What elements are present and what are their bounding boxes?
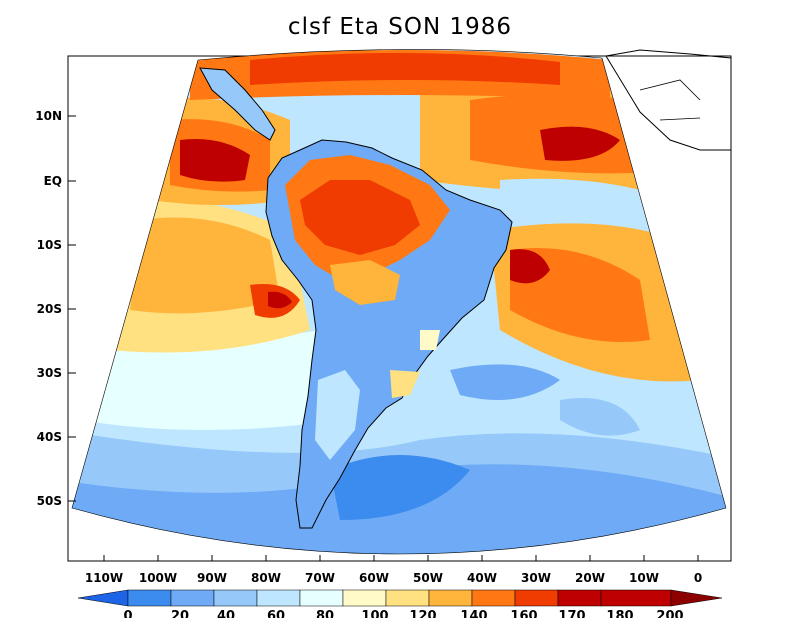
x-tick-label: 90W <box>197 571 227 585</box>
x-axis: 110W 100W 90W 80W 70W 60W 50W 40W 30W 20… <box>85 555 702 585</box>
colorbar-label: 160 <box>510 609 537 618</box>
colorbar-label: 60 <box>267 609 285 618</box>
x-tick-label: 80W <box>251 571 281 585</box>
x-tick-label: 110W <box>85 571 123 585</box>
colorbar-swatch <box>170 589 215 607</box>
colorbar-label: 100 <box>361 609 388 618</box>
colorbar-label: 20 <box>171 609 189 618</box>
x-tick-label: 60W <box>359 571 389 585</box>
colorbar-label: 40 <box>217 609 235 618</box>
colorbar-swatch <box>385 589 430 607</box>
colorbar-arrow-left <box>77 589 129 607</box>
y-tick-label: 50S <box>37 494 62 508</box>
x-tick-label: 10W <box>629 571 659 585</box>
colorbar-label: 180 <box>606 609 633 618</box>
colorbar-swatch <box>471 589 516 607</box>
colorbar-swatch <box>299 589 344 607</box>
x-tick-label: 30W <box>521 571 551 585</box>
colorbar-label: 200 <box>656 609 683 618</box>
x-tick-label: 20W <box>575 571 605 585</box>
y-tick-label: EQ <box>44 174 62 188</box>
colorbar-label: 140 <box>460 609 487 618</box>
map-title: clsf Eta SON 1986 <box>287 14 513 40</box>
x-tick-label: 40W <box>467 571 497 585</box>
x-tick-label: 100W <box>139 571 177 585</box>
x-tick-label: 70W <box>305 571 335 585</box>
colorbar-swatch <box>514 589 559 607</box>
colorbar-label: 120 <box>409 609 436 618</box>
colorbar-swatch <box>213 589 258 607</box>
colorbar-swatch <box>127 589 172 607</box>
colorbar-swatch <box>600 589 672 607</box>
colorbar: 0 20 40 60 80 100 120 140 160 170 180 20… <box>77 589 723 618</box>
colorbar-swatch <box>557 589 602 607</box>
africa-coastline <box>605 49 732 151</box>
colorbar-label: 80 <box>316 609 334 618</box>
y-tick-label: 20S <box>37 302 62 316</box>
x-tick-label: 0 <box>694 571 702 585</box>
colorbar-arrow-right <box>670 589 723 607</box>
y-tick-label: 10S <box>37 238 62 252</box>
colorbar-label: 170 <box>558 609 585 618</box>
x-tick-label: 50W <box>413 571 443 585</box>
colorbar-swatch <box>428 589 473 607</box>
colorbar-swatch <box>342 589 387 607</box>
y-tick-label: 10N <box>35 109 62 123</box>
colorbar-label: 0 <box>123 609 132 618</box>
y-axis: 10N EQ 10S 20S 30S 40S 50S <box>35 109 76 508</box>
y-tick-label: 40S <box>37 430 62 444</box>
y-tick-label: 30S <box>37 366 62 380</box>
colorbar-swatch <box>256 589 301 607</box>
